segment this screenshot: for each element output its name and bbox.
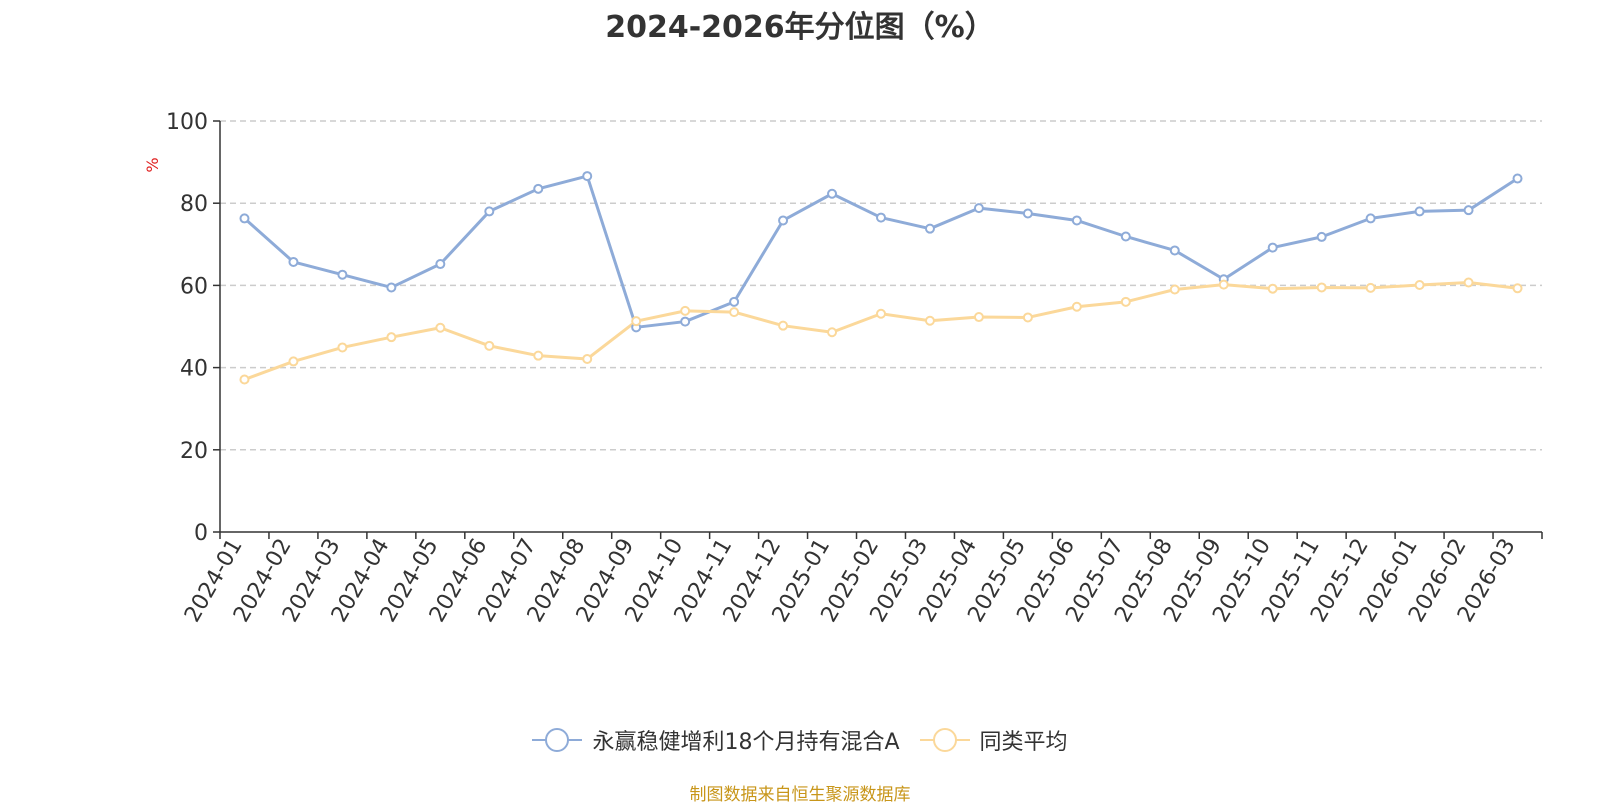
data-point-series-2	[582, 353, 593, 364]
chart-title: 2024-2026年分位图（%）	[605, 10, 995, 45]
legend-item-series-1[interactable]: 永赢稳健增利18个月持有混合A	[532, 724, 900, 756]
data-point-series-1	[729, 296, 740, 307]
data-point-series-2	[1267, 283, 1278, 294]
data-point-series-2	[680, 305, 691, 316]
data-point-series-2	[924, 315, 935, 326]
grid-lines	[220, 120, 1542, 451]
data-point-series-1	[973, 203, 984, 214]
data-point-series-2	[1218, 279, 1229, 290]
legend-label-series-2: 同类平均	[979, 730, 1068, 755]
y-tick-label: 100	[166, 110, 208, 135]
data-point-series-2	[876, 308, 886, 319]
data-point-series-1	[582, 171, 593, 182]
legend: 永赢稳健增利18个月持有混合A 同类平均	[0, 724, 1600, 756]
data-point-series-2	[435, 322, 446, 333]
data-point-series-2	[973, 312, 984, 323]
data-point-series-1	[533, 183, 544, 194]
series-line-2	[243, 281, 1518, 381]
data-point-series-2	[1463, 277, 1474, 288]
data-point-series-2	[1365, 282, 1376, 293]
data-point-series-1	[435, 259, 446, 270]
data-point-series-1	[484, 206, 495, 217]
data-point-series-1	[288, 256, 299, 267]
data-point-series-1	[337, 269, 348, 280]
y-tick-label: 0	[194, 521, 208, 546]
legend-swatch-series-1	[532, 728, 583, 752]
data-point-series-2	[1316, 282, 1327, 293]
data-point-series-2	[386, 332, 397, 343]
data-point-series-2	[337, 342, 348, 353]
data-point-series-1	[1365, 213, 1376, 224]
data-point-series-2	[1022, 312, 1033, 323]
data-point-series-1	[386, 282, 397, 293]
data-point-series-1	[1022, 208, 1033, 219]
y-tick-label: 60	[180, 274, 208, 299]
data-point-series-2	[1414, 279, 1425, 290]
data-source-note: 制图数据来自恒生聚源数据库	[689, 785, 911, 805]
data-point-series-2	[1120, 296, 1131, 307]
data-point-series-1	[680, 316, 691, 327]
data-point-series-2	[729, 307, 740, 318]
data-point-series-2	[778, 320, 789, 331]
data-point-series-2	[827, 327, 838, 338]
data-point-series-1	[1414, 206, 1425, 217]
series-lines	[239, 171, 1523, 385]
y-tick-label: 20	[180, 439, 208, 464]
data-point-series-1	[778, 215, 789, 226]
y-axis-label: %	[143, 157, 162, 172]
data-point-series-2	[1071, 301, 1082, 312]
data-point-series-2	[239, 374, 250, 385]
legend-label-series-1: 永赢稳健增利18个月持有混合A	[592, 730, 900, 755]
data-point-series-2	[533, 350, 544, 361]
data-point-series-2	[1169, 284, 1180, 295]
data-point-series-1	[1512, 173, 1523, 184]
data-point-series-2	[631, 316, 642, 327]
data-point-series-1	[1071, 215, 1082, 226]
data-point-series-1	[1169, 245, 1180, 256]
data-point-series-1	[1120, 231, 1131, 242]
data-point-series-2	[484, 340, 495, 351]
data-point-series-1	[1463, 205, 1474, 216]
data-point-series-2	[1512, 283, 1523, 294]
data-point-series-1	[876, 212, 886, 223]
line-chart: 0204060801002024-012024-022024-032024-04…	[143, 110, 1543, 627]
data-point-series-2	[288, 356, 299, 367]
series-line-1	[243, 174, 1519, 329]
y-tick-label: 40	[180, 357, 208, 382]
legend-item-series-2[interactable]: 同类平均	[919, 724, 1068, 756]
legend-swatch-series-2	[919, 728, 970, 752]
data-point-series-1	[239, 213, 250, 224]
data-point-series-1	[1267, 242, 1278, 253]
data-point-series-1	[1316, 231, 1327, 242]
data-point-series-1	[827, 188, 838, 199]
data-point-series-1	[924, 223, 935, 234]
y-tick-label: 80	[180, 192, 208, 217]
